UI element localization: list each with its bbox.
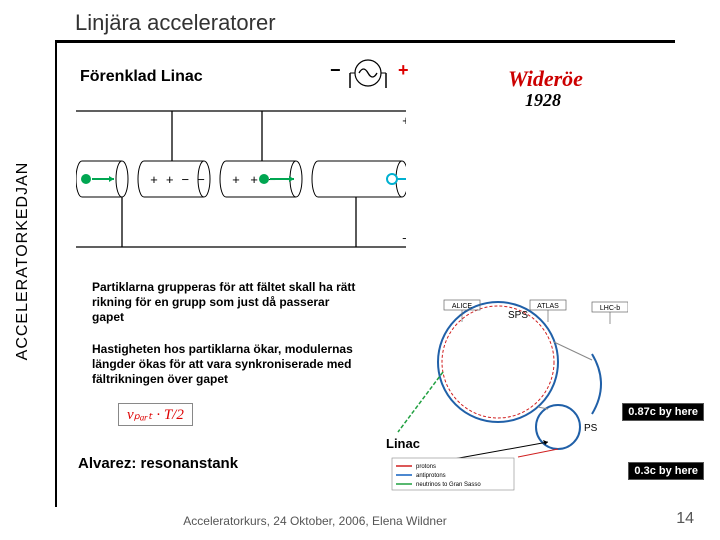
linac-label: Linac (386, 436, 420, 451)
svg-text:neutrinos to Gran Sasso: neutrinos to Gran Sasso (416, 482, 481, 488)
svg-text:antiprotons: antiprotons (416, 473, 446, 479)
footer-text: Acceleratorkurs, 24 Oktober, 2006, Elena… (0, 514, 630, 528)
paragraph-velocity: Hastigheten hos partiklarna ökar, module… (92, 342, 367, 387)
svg-text:protons: protons (416, 464, 436, 470)
subheading-alvarez: Alvarez: resonanstank (78, 455, 238, 472)
ac-plus-label: + (398, 60, 409, 81)
page-title: Linjära acceleratorer (75, 10, 276, 36)
svg-text:+: + (150, 172, 158, 187)
drift-tube-diagram: +−++−−++−− (76, 105, 406, 255)
svg-text:−: − (402, 231, 406, 246)
svg-text:ATLAS: ATLAS (537, 303, 559, 310)
speed-badge-03c: 0.3c by here (628, 462, 704, 480)
svg-text:SPS: SPS (508, 310, 528, 321)
svg-text:+: + (250, 172, 258, 187)
svg-text:ALICE: ALICE (452, 303, 473, 310)
title-underline (55, 40, 675, 43)
svg-text:+: + (232, 172, 240, 187)
wideroe-year: 1928 (525, 90, 561, 111)
subheading-forenklad: Förenklad Linac (80, 68, 203, 86)
side-rule (55, 40, 57, 507)
speed-badge-087c: 0.87c by here (622, 403, 704, 421)
paragraph-grouping: Partiklarna grupperas för att fältet ska… (92, 280, 357, 325)
side-label: ACCELERATORKEDJAN (14, 136, 32, 386)
svg-text:−: − (181, 172, 189, 187)
svg-text:+: + (166, 172, 174, 187)
svg-text:−: − (197, 172, 205, 187)
page-number: 14 (676, 510, 694, 528)
cern-complex-diagram: PS SPS ALICE ATLAS LHC-b protons antiprotons ne… (388, 292, 628, 492)
svg-text:LHC-b: LHC-b (600, 305, 620, 312)
formula-vpart: vₚₐᵣₜ · T/2 (118, 403, 193, 426)
svg-text:+: + (402, 113, 406, 128)
wideroe-name: Wideröe (508, 66, 583, 92)
svg-text:PS: PS (584, 423, 598, 434)
